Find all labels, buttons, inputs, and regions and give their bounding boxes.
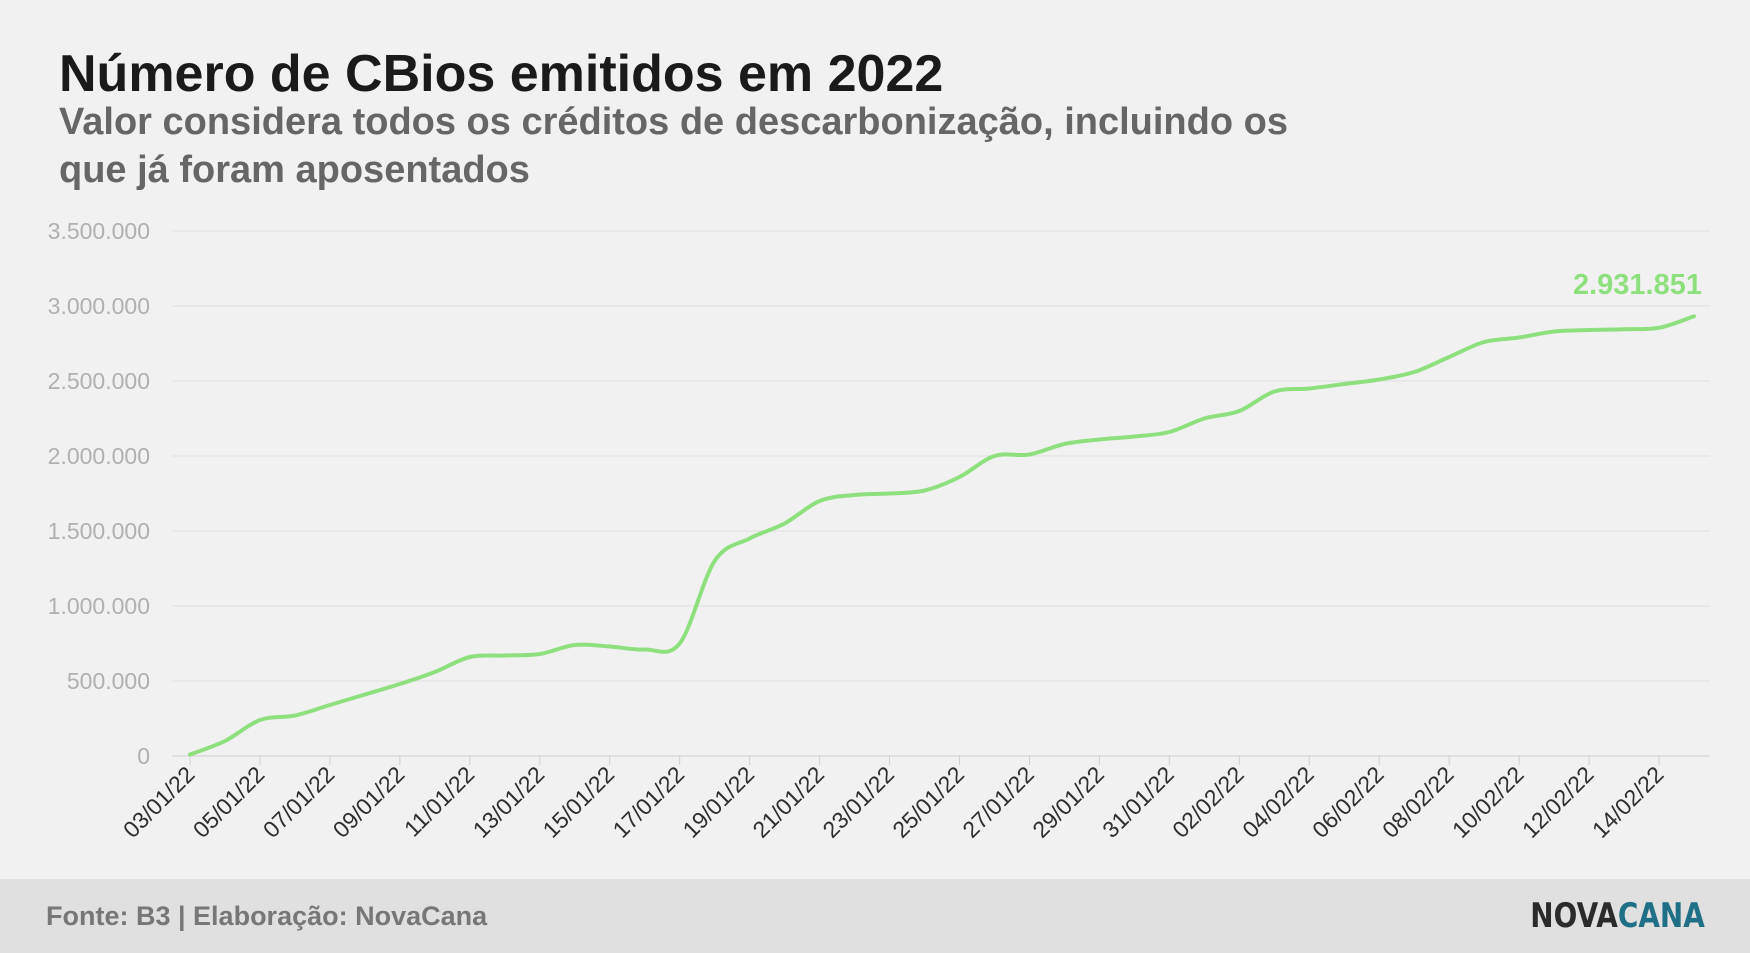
x-tick-label: 21/01/22: [747, 761, 829, 843]
x-tick-label: 19/01/22: [677, 761, 759, 843]
footer-bar: Fonte: B3 | Elaboração: NovaCana NOVACAN…: [0, 879, 1750, 953]
x-tick-label: 07/01/22: [258, 761, 340, 843]
y-tick-label: 3.500.000: [48, 218, 150, 244]
x-tick-label: 17/01/22: [608, 761, 690, 843]
x-tick-label: 29/01/22: [1027, 761, 1109, 843]
x-tick-label: 09/01/22: [328, 761, 410, 843]
grid-layer: [172, 230, 1710, 757]
x-tick-label: 05/01/22: [188, 761, 270, 843]
logo-part-nova: NOVA: [1530, 896, 1619, 936]
series-line: [188, 314, 1696, 757]
y-tick-label: 1.500.000: [48, 518, 150, 544]
series-layer: 2.931.851: [188, 269, 1702, 757]
y-tick-label: 3.000.000: [48, 293, 150, 319]
x-tick-label: 23/01/22: [817, 761, 899, 843]
y-tick-label: 2.500.000: [48, 368, 150, 394]
x-tick-label: 31/01/22: [1097, 761, 1179, 843]
x-tick-label: 11/01/22: [399, 761, 479, 841]
chart-subtitle: Valor considera todos os créditos de des…: [59, 101, 1288, 191]
x-tick-label: 06/02/22: [1307, 761, 1389, 843]
end-value-label: 2.931.851: [1573, 269, 1702, 301]
y-tick-label: 500.000: [67, 668, 150, 694]
y-tick-label: 2.000.000: [48, 443, 150, 469]
x-tick-label: 14/02/22: [1587, 761, 1669, 843]
novacana-logo: NOVACANA: [1530, 896, 1705, 936]
x-tick-label: 10/02/22: [1447, 761, 1529, 843]
x-tick-label: 08/02/22: [1377, 761, 1459, 843]
logo-part-cana: CANA: [1618, 896, 1705, 936]
y-tick-label: 0: [137, 743, 150, 769]
x-tick-label: 13/01/22: [468, 761, 550, 843]
x-tick-label: 12/02/22: [1517, 761, 1599, 843]
x-tick-label: 25/01/22: [887, 761, 969, 843]
y-tick-label: 1.000.000: [48, 593, 150, 619]
line-chart: 0 500.000 1.000.000 1.500.000 2.000.000 2.500…: [48, 218, 1710, 843]
source-text: Fonte: B3 | Elaboração: NovaCana: [46, 901, 488, 931]
x-tick-label: 27/01/22: [957, 761, 1039, 843]
x-tick-label: 03/01/22: [118, 761, 200, 843]
y-axis: 0 500.000 1.000.000 1.500.000 2.000.000 2.500…: [48, 218, 150, 769]
x-tick-label: 02/02/22: [1167, 761, 1249, 843]
x-tick-label: 15/01/22: [538, 761, 620, 843]
x-axis: 03/01/2205/01/2207/01/2209/01/2211/01/22…: [118, 756, 1669, 843]
chart-title: Número de CBios emitidos em 2022: [59, 45, 944, 103]
x-tick-label: 04/02/22: [1237, 761, 1319, 843]
